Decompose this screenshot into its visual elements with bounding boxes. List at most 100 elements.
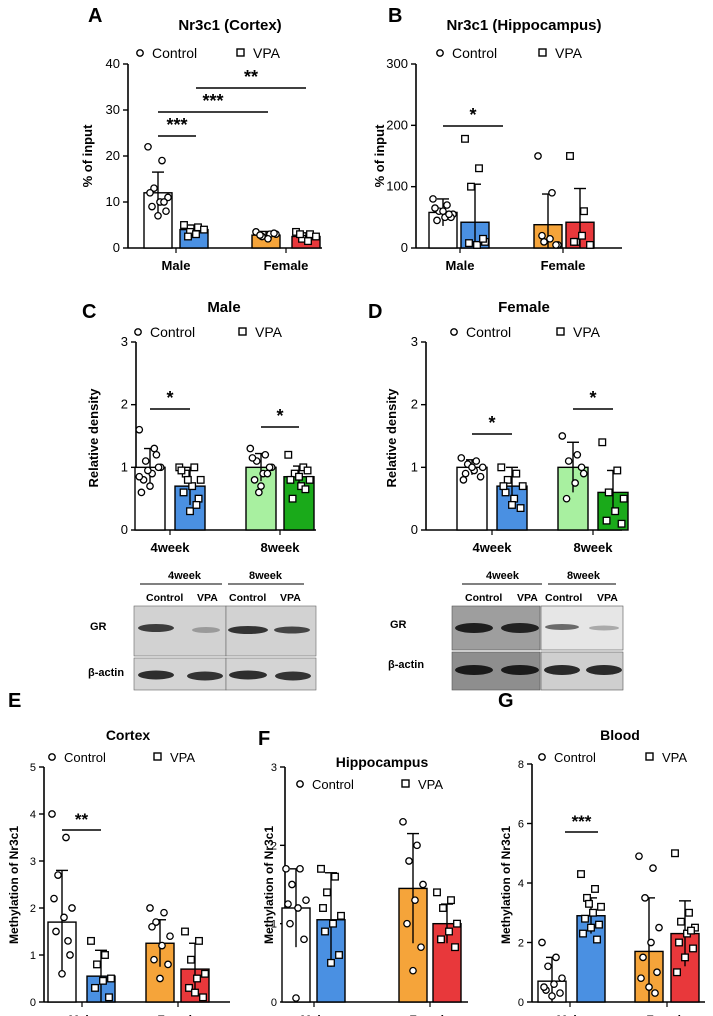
- panel-letter-d: D: [368, 301, 382, 323]
- data-point-vpa: [673, 968, 681, 977]
- y-tick-label: 3: [271, 762, 277, 774]
- y-axis-label: Relative density: [86, 388, 101, 488]
- data-point-control: [468, 463, 476, 472]
- data-point-vpa: [685, 908, 693, 917]
- data-point-control: [282, 864, 290, 873]
- data-point-vpa: [194, 494, 203, 503]
- data-point-vpa: [453, 919, 461, 928]
- x-tick-label: Male: [162, 258, 191, 273]
- data-point-control: [146, 904, 154, 912]
- data-point-vpa: [595, 920, 603, 929]
- y-tick-label: 8: [518, 759, 524, 771]
- blot-male-vpa-8wk: VPA: [280, 592, 301, 604]
- y-tick-label: 0: [401, 240, 408, 255]
- data-point-vpa: [91, 983, 99, 992]
- panel-letter-c: C: [82, 301, 96, 323]
- data-point-control: [573, 450, 582, 459]
- x-tick-label: Female: [409, 1013, 451, 1016]
- western-blot-male: 4week 8week Control VPA Control VPA GR β…: [88, 570, 317, 691]
- data-point-vpa: [199, 993, 207, 1002]
- significance-stars: **: [75, 810, 89, 829]
- data-point-vpa: [335, 951, 343, 959]
- significance-stars: *: [166, 388, 173, 408]
- chart-title: Hippocampus: [336, 754, 429, 770]
- legend-vpa-label: VPA: [573, 324, 601, 340]
- data-point-control: [156, 974, 164, 983]
- data-point-control: [417, 943, 425, 952]
- data-point-vpa: [192, 500, 201, 509]
- data-point-control: [144, 466, 152, 475]
- legend-vpa-marker: [401, 779, 410, 788]
- data-point-control: [579, 469, 588, 478]
- data-point-vpa: [591, 885, 599, 893]
- blot-band: [455, 623, 493, 633]
- legend-vpa-label: VPA: [255, 324, 283, 340]
- data-point-control: [457, 454, 466, 462]
- legend-control-marker: [436, 49, 444, 57]
- blot-female-vpa-4wk: VPA: [517, 592, 538, 604]
- chart-panel-b: Nr3c1 (Hippocampus) Control VPA 0 100 200 300%…: [372, 17, 622, 273]
- data-point-vpa: [284, 450, 293, 459]
- data-point-control: [154, 211, 162, 220]
- data-point-control: [150, 955, 158, 964]
- data-point-control: [635, 852, 643, 861]
- data-point-vpa: [508, 500, 516, 509]
- y-tick-label: 200: [386, 117, 408, 132]
- blot-female-control-4wk: Control: [465, 592, 502, 604]
- data-point-vpa: [304, 237, 312, 246]
- data-point-vpa: [510, 494, 519, 503]
- y-tick-label: 0: [121, 522, 128, 537]
- significance-stars: *: [469, 105, 476, 125]
- blot-female-gr-label: GR: [390, 619, 407, 631]
- data-point-control: [288, 880, 296, 889]
- legend-vpa-marker: [645, 752, 654, 761]
- blot-male-vpa-4wk: VPA: [197, 592, 218, 604]
- data-point-vpa: [286, 475, 295, 484]
- data-point-control: [154, 463, 163, 472]
- data-point-vpa: [566, 152, 574, 160]
- data-point-control: [146, 188, 154, 197]
- data-point-control: [552, 953, 560, 962]
- x-tick-label: Female: [264, 258, 309, 273]
- y-tick-label: 3: [411, 334, 418, 349]
- data-point-control: [548, 992, 556, 1000]
- panel-letter-f: F: [258, 728, 270, 750]
- data-point-control: [52, 927, 60, 936]
- legend-control-label: Control: [312, 777, 354, 792]
- data-point-control: [152, 450, 161, 459]
- data-point-control: [577, 463, 586, 472]
- blot-band: [274, 626, 310, 634]
- data-point-control: [655, 923, 663, 932]
- panel-letter-a: A: [88, 5, 102, 27]
- data-point-control: [641, 894, 649, 902]
- data-point-vpa: [671, 849, 679, 858]
- data-point-control: [250, 476, 259, 484]
- panel-letter-g: G: [498, 690, 514, 712]
- data-point-control: [461, 469, 470, 478]
- data-point-vpa: [479, 234, 487, 243]
- legend-vpa-label: VPA: [170, 750, 195, 765]
- data-point-control: [248, 454, 257, 462]
- data-point-vpa: [188, 482, 197, 491]
- data-point-vpa: [585, 899, 593, 908]
- x-tick-label: Male: [557, 1013, 584, 1016]
- data-point-vpa: [570, 237, 578, 246]
- data-point-vpa: [317, 864, 325, 873]
- chart-title: Blood: [600, 727, 640, 743]
- data-point-control: [68, 904, 76, 912]
- data-point-vpa: [101, 951, 109, 959]
- data-point-vpa: [337, 911, 345, 920]
- y-tick-label: 1: [271, 919, 277, 931]
- data-point-control: [653, 968, 661, 977]
- data-point-control: [146, 482, 154, 490]
- data-point-vpa: [675, 938, 683, 947]
- data-point-vpa: [193, 974, 201, 983]
- data-point-vpa: [503, 475, 512, 484]
- blot-male-4week-label: 4week: [168, 570, 202, 582]
- data-point-vpa: [579, 929, 587, 938]
- legend-control-marker: [134, 328, 142, 336]
- data-point-vpa: [617, 519, 626, 528]
- x-tick-label: Male: [69, 1013, 96, 1016]
- y-tick-label: 300: [386, 56, 408, 71]
- legend-vpa-marker: [556, 327, 565, 336]
